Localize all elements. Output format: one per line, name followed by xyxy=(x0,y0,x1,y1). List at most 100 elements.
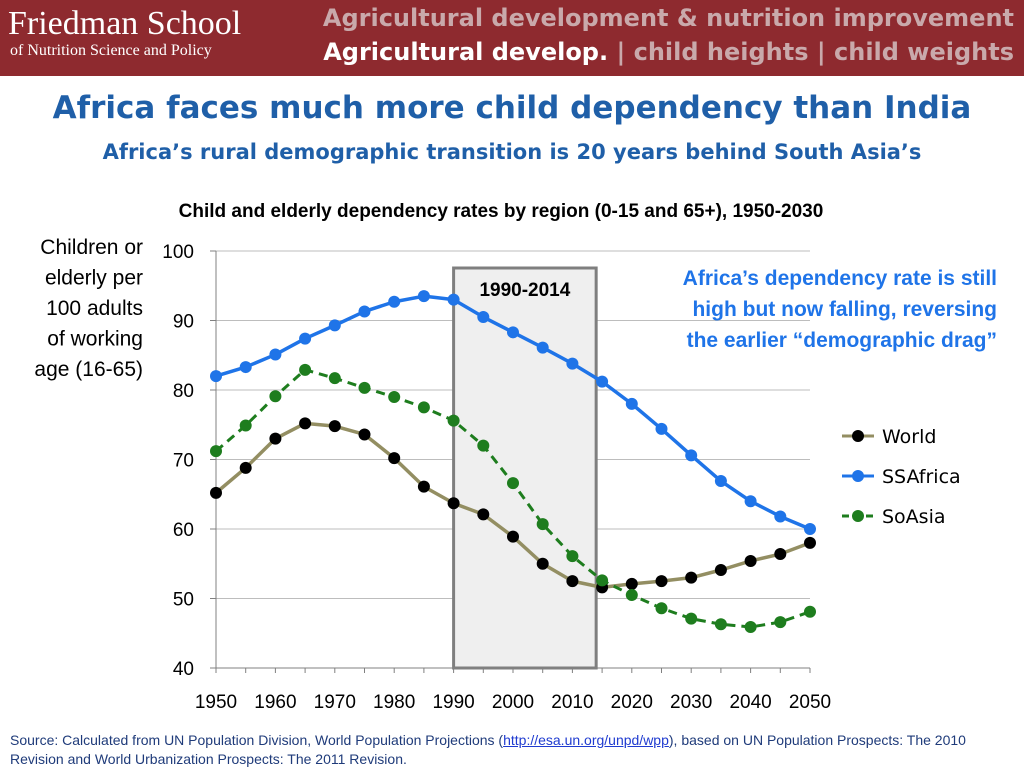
legend-marker-ssafrica xyxy=(852,470,864,482)
data-point-world xyxy=(299,417,312,430)
data-point-world xyxy=(804,536,816,549)
annotation-line: high but now falling, reversing xyxy=(692,298,997,321)
legend-marker-soasia xyxy=(852,510,864,522)
y-tick-label: 90 xyxy=(173,312,194,333)
data-point-soasia xyxy=(210,445,222,458)
data-point-ssafrica xyxy=(744,495,757,508)
x-tick-label: 2000 xyxy=(492,692,534,713)
data-point-ssafrica xyxy=(714,475,727,488)
nav-separator: | xyxy=(616,38,626,66)
source-note: Source: Calculated from UN Population Di… xyxy=(10,731,1010,769)
x-tick-label: 1960 xyxy=(254,692,296,713)
x-tick-label: 2030 xyxy=(670,692,712,713)
section-title: Agricultural development & nutrition imp… xyxy=(322,4,1014,32)
y-tick-label: 60 xyxy=(173,520,194,541)
data-point-ssafrica xyxy=(239,361,252,374)
data-point-world xyxy=(685,571,698,584)
data-point-soasia xyxy=(358,381,371,394)
y-axis-label-line: age (16-65) xyxy=(34,358,143,381)
data-point-ssafrica xyxy=(566,357,579,370)
data-point-soasia xyxy=(655,602,668,615)
legend-label-ssafrica: SSAfrica xyxy=(882,466,961,488)
data-point-ssafrica xyxy=(328,319,341,332)
data-point-soasia xyxy=(269,390,282,403)
x-tick-label: 2040 xyxy=(729,692,771,713)
data-point-soasia xyxy=(507,477,519,490)
y-axis-label: Children or elderly per 100 adults of worki… xyxy=(34,236,143,381)
data-point-ssafrica xyxy=(299,332,312,345)
data-point-world xyxy=(625,577,638,590)
slide-subtitle: Africa’s rural demographic transition is… xyxy=(102,140,922,164)
data-point-world xyxy=(566,575,579,588)
data-point-soasia xyxy=(388,390,401,403)
y-tick-label: 40 xyxy=(173,659,194,680)
annotation-line: Africa’s dependency rate is still xyxy=(683,267,997,290)
school-logo-tagline: of Nutrition Science and Policy xyxy=(10,42,212,59)
data-point-ssafrica xyxy=(210,370,222,383)
data-point-ssafrica xyxy=(388,295,401,308)
x-tick-label: 2010 xyxy=(551,692,593,713)
data-point-soasia xyxy=(744,620,757,633)
data-point-soasia xyxy=(299,363,312,376)
header-banner: Friedman School of Nutrition Science and… xyxy=(0,0,1024,76)
data-point-world xyxy=(744,554,757,567)
data-point-world xyxy=(328,420,341,433)
data-point-soasia xyxy=(625,589,638,602)
y-axis-label-line: 100 adults xyxy=(46,297,143,320)
data-point-soasia xyxy=(566,550,579,563)
data-point-soasia xyxy=(239,419,252,432)
slide-title: Africa faces much more child dependency … xyxy=(52,90,972,126)
data-point-world xyxy=(655,575,668,588)
legend-marker-world xyxy=(852,430,864,442)
section-nav: Agricultural develop. | child heights | … xyxy=(323,38,1014,66)
source-link[interactable]: http://esa.un.org/unpd/wpp xyxy=(503,732,669,748)
y-tick-label: 100 xyxy=(162,242,194,263)
source-text-suffix: ), based on UN Population Prospects: The… xyxy=(10,732,966,767)
data-point-world xyxy=(507,530,519,543)
x-tick-label: 2020 xyxy=(611,692,653,713)
data-point-world xyxy=(714,564,727,577)
data-point-ssafrica xyxy=(477,311,490,324)
data-point-ssafrica xyxy=(447,293,460,306)
data-point-ssafrica xyxy=(358,305,371,318)
data-point-soasia xyxy=(447,414,460,427)
highlight-period-label: 1990-2014 xyxy=(479,280,570,301)
data-point-ssafrica xyxy=(625,397,638,410)
data-point-ssafrica xyxy=(507,326,519,339)
data-point-soasia xyxy=(596,574,609,587)
legend-label-soasia: SoAsia xyxy=(882,506,946,528)
data-point-ssafrica xyxy=(685,449,698,462)
y-tick-label: 50 xyxy=(173,590,194,611)
nav-item-child-heights[interactable]: child heights xyxy=(633,38,809,66)
data-point-soasia xyxy=(714,618,727,631)
data-point-ssafrica xyxy=(655,422,668,435)
plot-area: 40 50 60 70 80 90 100 1990-2014 1950 1960 1970 1980… xyxy=(162,242,831,713)
nav-separator: | xyxy=(816,38,826,66)
data-point-ssafrica xyxy=(417,290,430,303)
annotation-text: Africa’s dependency rate is still high bu… xyxy=(683,267,997,352)
nav-item-agricultural-develop[interactable]: Agricultural develop. xyxy=(323,38,609,66)
source-text: Source: Calculated from UN Population Di… xyxy=(10,732,504,748)
highlight-period-box xyxy=(452,266,598,670)
data-point-ssafrica xyxy=(596,375,609,388)
annotation-line: the earlier “demographic drag” xyxy=(687,329,997,352)
x-tick-label: 2050 xyxy=(789,692,831,713)
y-axis-label-line: of working xyxy=(47,328,143,351)
nav-item-child-weights[interactable]: child weights xyxy=(834,38,1014,66)
x-tick-label: 1980 xyxy=(373,692,415,713)
data-point-ssafrica xyxy=(804,523,816,535)
data-point-ssafrica xyxy=(269,348,282,361)
x-tick-label: 1990 xyxy=(432,692,474,713)
data-point-world xyxy=(447,497,460,510)
data-point-soasia xyxy=(536,518,549,531)
x-tick-label: 1970 xyxy=(314,692,356,713)
data-point-world xyxy=(388,452,401,465)
chart-title: Child and elderly dependency rates by re… xyxy=(179,201,824,222)
data-point-soasia xyxy=(774,616,787,629)
legend-label-world: World xyxy=(882,426,936,448)
y-axis-label-line: Children or xyxy=(40,236,143,259)
data-point-world xyxy=(239,461,252,474)
data-point-ssafrica xyxy=(536,341,549,354)
chart-legend: World SSAfrica SoAsia xyxy=(842,426,961,528)
data-point-soasia xyxy=(417,401,430,414)
